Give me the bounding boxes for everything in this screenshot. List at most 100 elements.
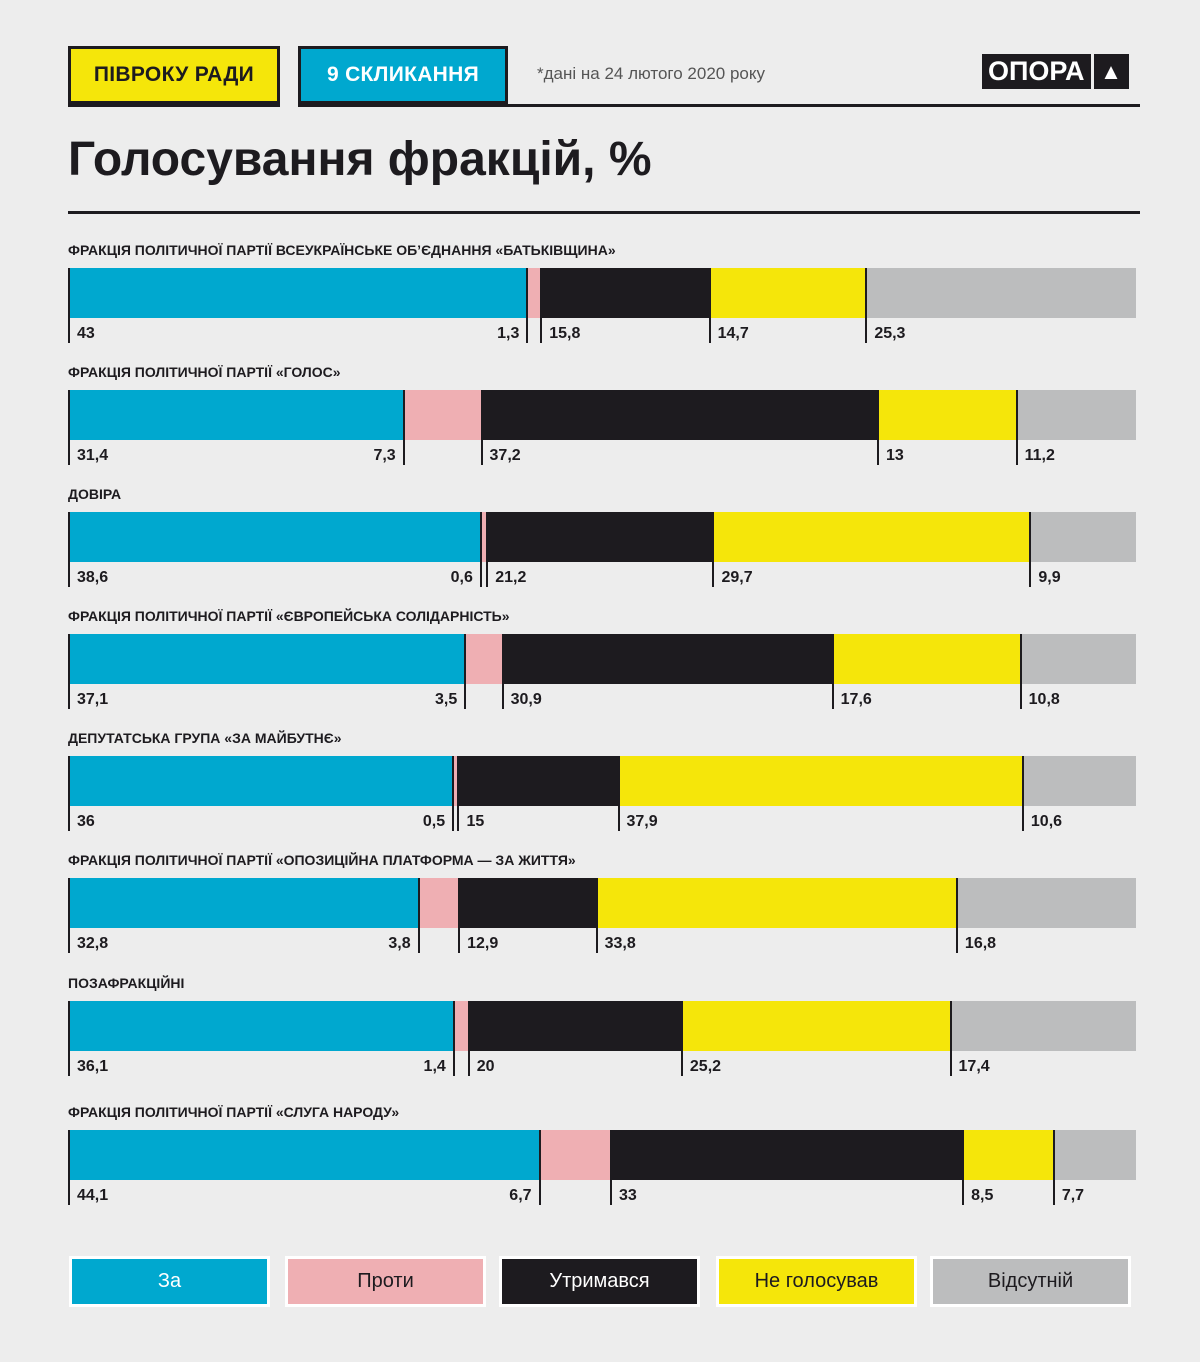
- bar-segment-Проти: [480, 512, 488, 562]
- bar-segment-Не голосував: [713, 512, 1031, 562]
- value-label: 38,6: [77, 569, 109, 586]
- bar-segment-Проти: [539, 1130, 612, 1180]
- bar-segment-За: [69, 1001, 455, 1051]
- tick-mark: [962, 1130, 965, 1205]
- value-label: 1,3: [497, 325, 520, 342]
- value-label: 7,3: [373, 447, 396, 464]
- bar-segment-Утримався: [502, 634, 834, 684]
- legend-item: Не голосував: [716, 1256, 917, 1307]
- bar-segment-За: [69, 268, 528, 318]
- tick-mark: [68, 390, 70, 465]
- bar-segment-Проти: [465, 634, 504, 684]
- divider: [68, 104, 280, 107]
- value-label: 9,9: [1038, 569, 1061, 586]
- tick-mark: [955, 878, 958, 953]
- bar-segment-Проти: [453, 1001, 470, 1051]
- tick-mark: [68, 878, 70, 953]
- tick-mark: [501, 634, 504, 709]
- bar-segment-Не голосував: [681, 1001, 952, 1051]
- value-label: 25,2: [689, 1058, 722, 1075]
- tick-mark: [617, 756, 620, 831]
- row-label: ДЕПУТАТСЬКА ГРУПА «ЗА МАЙБУТНЄ»: [68, 730, 342, 746]
- bar-segment-Утримався: [468, 1001, 683, 1051]
- tick-mark: [68, 634, 70, 709]
- bar-segment-Відсутній: [1016, 390, 1137, 440]
- bar-segment-Відсутній: [1022, 756, 1137, 806]
- bar-segment-Не голосував: [963, 1130, 1055, 1180]
- value-label: 0,5: [422, 813, 446, 830]
- tick-mark: [1052, 1130, 1055, 1205]
- value-label: 37,2: [489, 447, 521, 464]
- tick-mark: [540, 268, 543, 343]
- tick-mark: [417, 878, 420, 953]
- tick-mark: [708, 268, 711, 343]
- bar-segment-Не голосував: [618, 756, 1024, 806]
- tick-mark: [610, 1130, 613, 1205]
- tick-mark: [1015, 390, 1018, 465]
- tick-mark: [452, 756, 455, 831]
- value-label: 16,8: [964, 935, 997, 952]
- tick-mark: [538, 1130, 541, 1205]
- row-label: ФРАКЦІЯ ПОЛІТИЧНОЇ ПАРТІЇ «ГОЛОС»: [68, 364, 341, 380]
- value-label: 33,8: [604, 935, 636, 952]
- divider: [298, 104, 1140, 107]
- value-label: 33: [619, 1187, 637, 1204]
- value-label: 7,7: [1061, 1187, 1085, 1204]
- tick-mark: [486, 512, 489, 587]
- value-label: 37,1: [77, 691, 109, 708]
- bar-segment-Утримався: [611, 1130, 964, 1180]
- value-label: 43: [77, 325, 95, 342]
- tag-convocation: 9 СКЛИКАННЯ: [298, 46, 508, 104]
- bar-segment-За: [69, 1130, 541, 1180]
- tick-mark: [68, 512, 70, 587]
- value-label: 10,8: [1028, 691, 1060, 708]
- bar-segment-Утримався: [458, 756, 619, 806]
- value-label: 29,7: [721, 569, 753, 586]
- value-label: 0,6: [450, 569, 473, 586]
- tick-mark: [68, 1130, 70, 1205]
- tick-mark: [1019, 634, 1022, 709]
- value-label: 36,1: [77, 1058, 109, 1075]
- bar-segment-Утримався: [459, 878, 598, 928]
- row-label: ФРАКЦІЯ ПОЛІТИЧНОЇ ПАРТІЇ «ОПОЗИЦІЙНА ПЛ…: [68, 852, 576, 868]
- bar-segment-За: [69, 756, 454, 806]
- bar-segment-Проти: [418, 878, 460, 928]
- bar-segment-Проти: [453, 756, 459, 806]
- bar-segment-Проти: [527, 268, 542, 318]
- bar-segment-За: [69, 634, 466, 684]
- tick-mark: [68, 1001, 70, 1076]
- bar-segment-За: [69, 390, 405, 440]
- bar-segment-Відсутній: [1030, 512, 1137, 562]
- bar-segment-За: [69, 512, 482, 562]
- value-label: 1,4: [423, 1058, 446, 1075]
- value-label: 37,9: [626, 813, 658, 830]
- value-label: 15: [466, 813, 485, 830]
- tick-mark: [680, 1001, 683, 1076]
- tick-mark: [831, 634, 834, 709]
- tick-mark: [1029, 512, 1032, 587]
- bar-segment-Не голосував: [878, 390, 1018, 440]
- tick-mark: [479, 512, 482, 587]
- legend-item: Відсутній: [930, 1256, 1131, 1307]
- tick-mark: [480, 390, 483, 465]
- bar-segment-Відсутній: [956, 878, 1137, 928]
- tick-mark: [526, 268, 529, 343]
- value-label: 6,7: [509, 1187, 532, 1204]
- tick-mark: [402, 390, 405, 465]
- value-label: 44,1: [77, 1187, 109, 1204]
- tick-mark: [712, 512, 715, 587]
- value-label: 11,2: [1024, 447, 1055, 464]
- date-note: *дані на 24 лютого 2020 року: [537, 64, 766, 83]
- value-label: 32,8: [77, 935, 109, 952]
- tick-mark: [949, 1001, 952, 1076]
- bar-segment-Відсутній: [1020, 634, 1137, 684]
- bar-segment-Утримався: [487, 512, 714, 562]
- bar-segment-Проти: [403, 390, 483, 440]
- tag-half-year: ПІВРОКУ РАДИ: [68, 46, 280, 104]
- logo: ОПОРА ▲: [982, 54, 1129, 89]
- value-label: 8,5: [971, 1187, 994, 1204]
- row-label: ПОЗАФРАКЦІЙНІ: [68, 975, 185, 991]
- value-label: 13: [886, 447, 904, 464]
- row-label: ФРАКЦІЯ ПОЛІТИЧНОЇ ПАРТІЇ «ЄВРОПЕЙСЬКА С…: [68, 608, 510, 624]
- tick-mark: [68, 268, 70, 343]
